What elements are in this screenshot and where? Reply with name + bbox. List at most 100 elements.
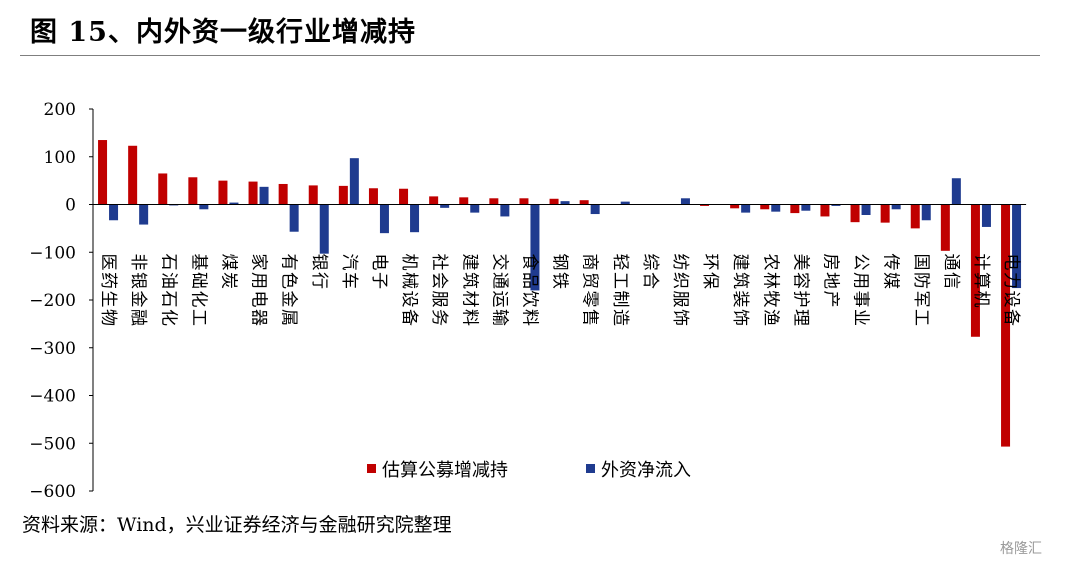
category-label-char: 建 (730, 254, 750, 271)
category-label-char: 美 (790, 254, 810, 271)
category-label-char: 织 (670, 272, 690, 289)
bar-domestic-7 (308, 185, 318, 205)
category-label-char: 服 (670, 291, 690, 308)
category-label: 银行 (309, 254, 329, 290)
bar-foreign-13 (500, 204, 510, 217)
bar-foreign-8 (349, 158, 359, 205)
bar-foreign-6 (289, 204, 299, 232)
category-label-char: 家 (249, 254, 269, 271)
category-label-char: 林 (760, 272, 780, 289)
category-label-char: 商 (580, 254, 600, 271)
legend-swatch-foreign (586, 464, 595, 473)
category-label-char: 有 (279, 254, 299, 271)
category-label-char: 器 (249, 309, 269, 326)
category-label-char: 础 (188, 272, 208, 289)
category-label-char: 工 (610, 272, 630, 289)
category-label-char: 融 (128, 309, 148, 326)
category-label-char: 钢 (550, 254, 570, 271)
category-label: 环保 (700, 254, 720, 290)
category-label-char: 品 (519, 272, 539, 289)
category-label: 钢铁 (550, 254, 570, 290)
category-label-char: 用 (249, 272, 269, 289)
category-label-char: 制 (610, 291, 630, 308)
category-label-char: 机 (971, 291, 991, 308)
bar-foreign-27 (921, 204, 931, 221)
y-tick-label: 200 (44, 100, 76, 120)
bar-domestic-4 (218, 180, 228, 205)
category-label-char: 非 (128, 254, 148, 271)
bar-foreign-24 (831, 204, 841, 206)
category-label-char: 行 (309, 272, 329, 289)
category-label: 汽车 (339, 254, 359, 290)
category-label-char: 理 (790, 309, 810, 326)
figure-title: 图 15、内外资一级行业增减持 (30, 17, 416, 48)
category-label-char: 料 (459, 309, 479, 326)
bar-foreign-28 (951, 178, 961, 205)
category-label-char: 国 (911, 254, 931, 271)
category-label-char: 会 (429, 272, 449, 289)
category-label: 房地产 (820, 254, 840, 308)
category-label-char: 油 (158, 272, 178, 289)
category-label-char: 造 (610, 309, 630, 326)
y-tick-label: −500 (29, 434, 76, 454)
category-label-char: 产 (820, 291, 840, 308)
bar-foreign-14 (530, 204, 540, 291)
category-label-char: 力 (1001, 272, 1021, 289)
category-label: 计算机 (971, 254, 991, 308)
bar-foreign-23 (801, 204, 811, 211)
category-labels-layer: 医药生物非银金融石油石化基础化工煤炭家用电器有色金属银行汽车电子机械设备社会服务… (98, 254, 1021, 327)
title-divider (20, 55, 1040, 56)
category-label-char: 设 (1001, 291, 1021, 308)
bar-foreign-10 (410, 204, 420, 233)
category-label-char: 银 (309, 254, 329, 271)
category-label-char: 合 (640, 272, 660, 289)
category-label-char: 牧 (760, 291, 780, 308)
bar-domestic-10 (399, 188, 409, 205)
category-label-char: 事 (851, 291, 871, 308)
category-label-char: 媒 (881, 272, 901, 289)
bar-domestic-5 (248, 181, 258, 205)
bar-domestic-29 (970, 204, 980, 337)
bar-domestic-13 (489, 198, 499, 205)
bar-domestic-20 (700, 204, 710, 206)
bar-domestic-11 (429, 196, 439, 205)
bar-domestic-0 (98, 140, 108, 205)
category-label-char: 渔 (760, 309, 780, 326)
bar-foreign-7 (319, 204, 329, 254)
bar-foreign-26 (891, 204, 901, 210)
bar-domestic-22 (760, 204, 770, 210)
category-label-char: 贸 (580, 272, 600, 289)
category-label-char: 建 (459, 254, 479, 271)
category-label-char: 石 (158, 254, 178, 271)
category-label-char: 物 (98, 309, 118, 326)
category-label-char: 业 (851, 309, 871, 326)
category-label-char: 社 (429, 254, 449, 271)
category-label-char: 铁 (550, 272, 570, 289)
bar-foreign-22 (771, 204, 781, 212)
bar-foreign-25 (861, 204, 871, 215)
bar-foreign-4 (229, 202, 239, 205)
category-label-char: 子 (369, 272, 389, 289)
legend: 估算公募增减持 外资净流入 (367, 460, 691, 481)
bar-foreign-16 (590, 204, 600, 215)
category-label-char: 电 (1001, 254, 1021, 271)
y-tick-label: −600 (29, 482, 76, 502)
bar-foreign-11 (440, 204, 450, 208)
source-note: 资料来源：Wind，兴业证券经济与金融研究院整理 (22, 514, 452, 536)
category-label-char: 机 (399, 254, 419, 271)
bar-foreign-19 (680, 198, 690, 205)
bars-layer (98, 140, 1022, 447)
